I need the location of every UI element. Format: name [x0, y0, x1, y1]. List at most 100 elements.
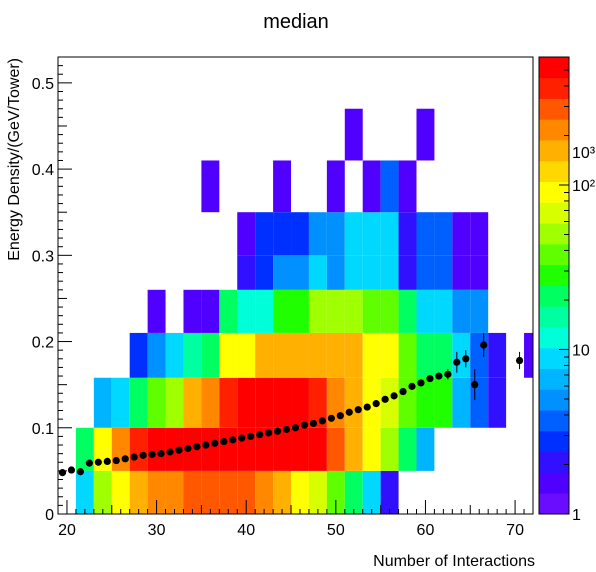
- heatmap-bin: [488, 377, 507, 428]
- heatmap-bin: [308, 332, 327, 378]
- heatmap-bin: [129, 427, 148, 471]
- x-tick-label: 70: [506, 522, 524, 539]
- heatmap-bin: [362, 332, 381, 378]
- heatmap-bin: [470, 255, 489, 290]
- heatmap-bin: [237, 332, 256, 378]
- heatmap-bin: [129, 332, 148, 378]
- heatmap-bin: [470, 212, 489, 256]
- heatmap-bin: [273, 377, 292, 428]
- heatmap-bin: [344, 108, 363, 161]
- heatmap-bin: [255, 470, 274, 514]
- heatmap-bin: [416, 108, 435, 161]
- color-scale-swatch: [539, 223, 569, 245]
- heatmap-bin: [380, 332, 399, 378]
- median-point: [229, 436, 237, 444]
- heatmap-bin: [219, 377, 238, 428]
- chart-title: median: [263, 11, 329, 33]
- color-scale-swatch: [539, 389, 569, 411]
- median-point: [85, 459, 93, 467]
- heatmap-bin: [183, 332, 202, 378]
- median-point: [148, 450, 156, 459]
- heatmap-bin: [326, 212, 345, 256]
- heatmap-bin: [326, 427, 345, 471]
- heatmap-bin: [147, 470, 166, 514]
- plot-frame: [57, 56, 534, 515]
- heatmap-bin: [237, 289, 256, 333]
- y-axis-label: Energy Density/(GeV/Tower): [6, 58, 23, 261]
- median-point: [408, 382, 416, 390]
- heatmap-bin: [291, 255, 309, 290]
- heatmap-bin: [362, 255, 381, 290]
- heatmap-bin: [273, 289, 292, 333]
- median-point: [67, 466, 76, 474]
- heatmap-bin: [255, 212, 274, 256]
- median-point: [426, 375, 434, 383]
- heatmap-bin: [308, 470, 327, 514]
- heatmap-bin: [416, 255, 435, 290]
- median-point: [130, 453, 138, 461]
- median-point: [94, 458, 102, 466]
- y-tick-label: 0.3: [32, 248, 54, 265]
- color-scale-swatch: [539, 347, 569, 369]
- color-scale-label: 10²: [572, 178, 596, 195]
- heatmap-bin: [416, 289, 435, 333]
- heatmap-bin: [416, 377, 435, 428]
- color-scale: 1 10 10² 10³: [538, 56, 596, 524]
- x-tick-label: 30: [148, 522, 166, 539]
- color-scale-swatch: [539, 493, 569, 515]
- median-point: [480, 341, 488, 349]
- median-point: [327, 414, 335, 422]
- median-point: [166, 448, 174, 456]
- heatmap-bin: [326, 160, 345, 213]
- heatmap-bin: [434, 255, 453, 290]
- median-point: [363, 403, 371, 411]
- heatmap-bin: [380, 470, 399, 514]
- y-tick-label: 0: [45, 507, 54, 524]
- heatmap-bin: [165, 332, 184, 378]
- heatmap-bin: [452, 289, 471, 333]
- heatmap-bin: [201, 160, 220, 213]
- heatmap-bin: [416, 427, 435, 471]
- median-point: [354, 406, 362, 414]
- heatmap-bin: [273, 212, 292, 256]
- heatmap-bin: [237, 212, 256, 256]
- median-point: [256, 431, 264, 439]
- median-point: [175, 446, 183, 454]
- heatmap-bin: [291, 470, 309, 514]
- heatmap-bin: [326, 470, 345, 514]
- heatmap-bin: [255, 427, 274, 471]
- heatmap-bin: [111, 427, 130, 471]
- heatmap-bin: [380, 212, 399, 256]
- median-point: [515, 356, 524, 365]
- heatmap-bin: [111, 470, 130, 514]
- heatmap-bin: [291, 377, 309, 428]
- x-tick-label: 60: [417, 522, 435, 539]
- heatmap-bin: [219, 427, 238, 471]
- heatmap-bin: [255, 289, 274, 333]
- heatmap-bin: [273, 255, 292, 290]
- heatmap-bin: [129, 377, 148, 428]
- color-scale-swatch: [539, 140, 569, 162]
- heatmap-bin: [380, 427, 399, 471]
- median-point: [202, 441, 210, 449]
- color-scale-label: 10³: [572, 145, 596, 162]
- heatmap-bin: [201, 377, 220, 428]
- median-point: [76, 468, 85, 476]
- median-point: [103, 457, 111, 466]
- median-point: [435, 372, 443, 380]
- y-tick-label: 0.2: [32, 335, 54, 352]
- median-point: [444, 370, 452, 378]
- median-point: [273, 427, 282, 435]
- y-axis: 0 0.1 0.2 0.3 0.4 0.5: [32, 65, 72, 524]
- heatmap-bin: [291, 212, 309, 256]
- color-scale-swatch: [539, 243, 569, 266]
- x-axis-label: Number of Interactions: [373, 553, 535, 570]
- heatmap-bin: [344, 255, 363, 290]
- x-tick-label: 20: [58, 522, 76, 539]
- color-scale-swatch: [539, 306, 569, 328]
- heatmap-bin: [201, 427, 220, 471]
- heatmap-bin: [255, 377, 274, 428]
- heatmap-bin: [273, 160, 292, 213]
- heatmap-bin: [344, 427, 363, 471]
